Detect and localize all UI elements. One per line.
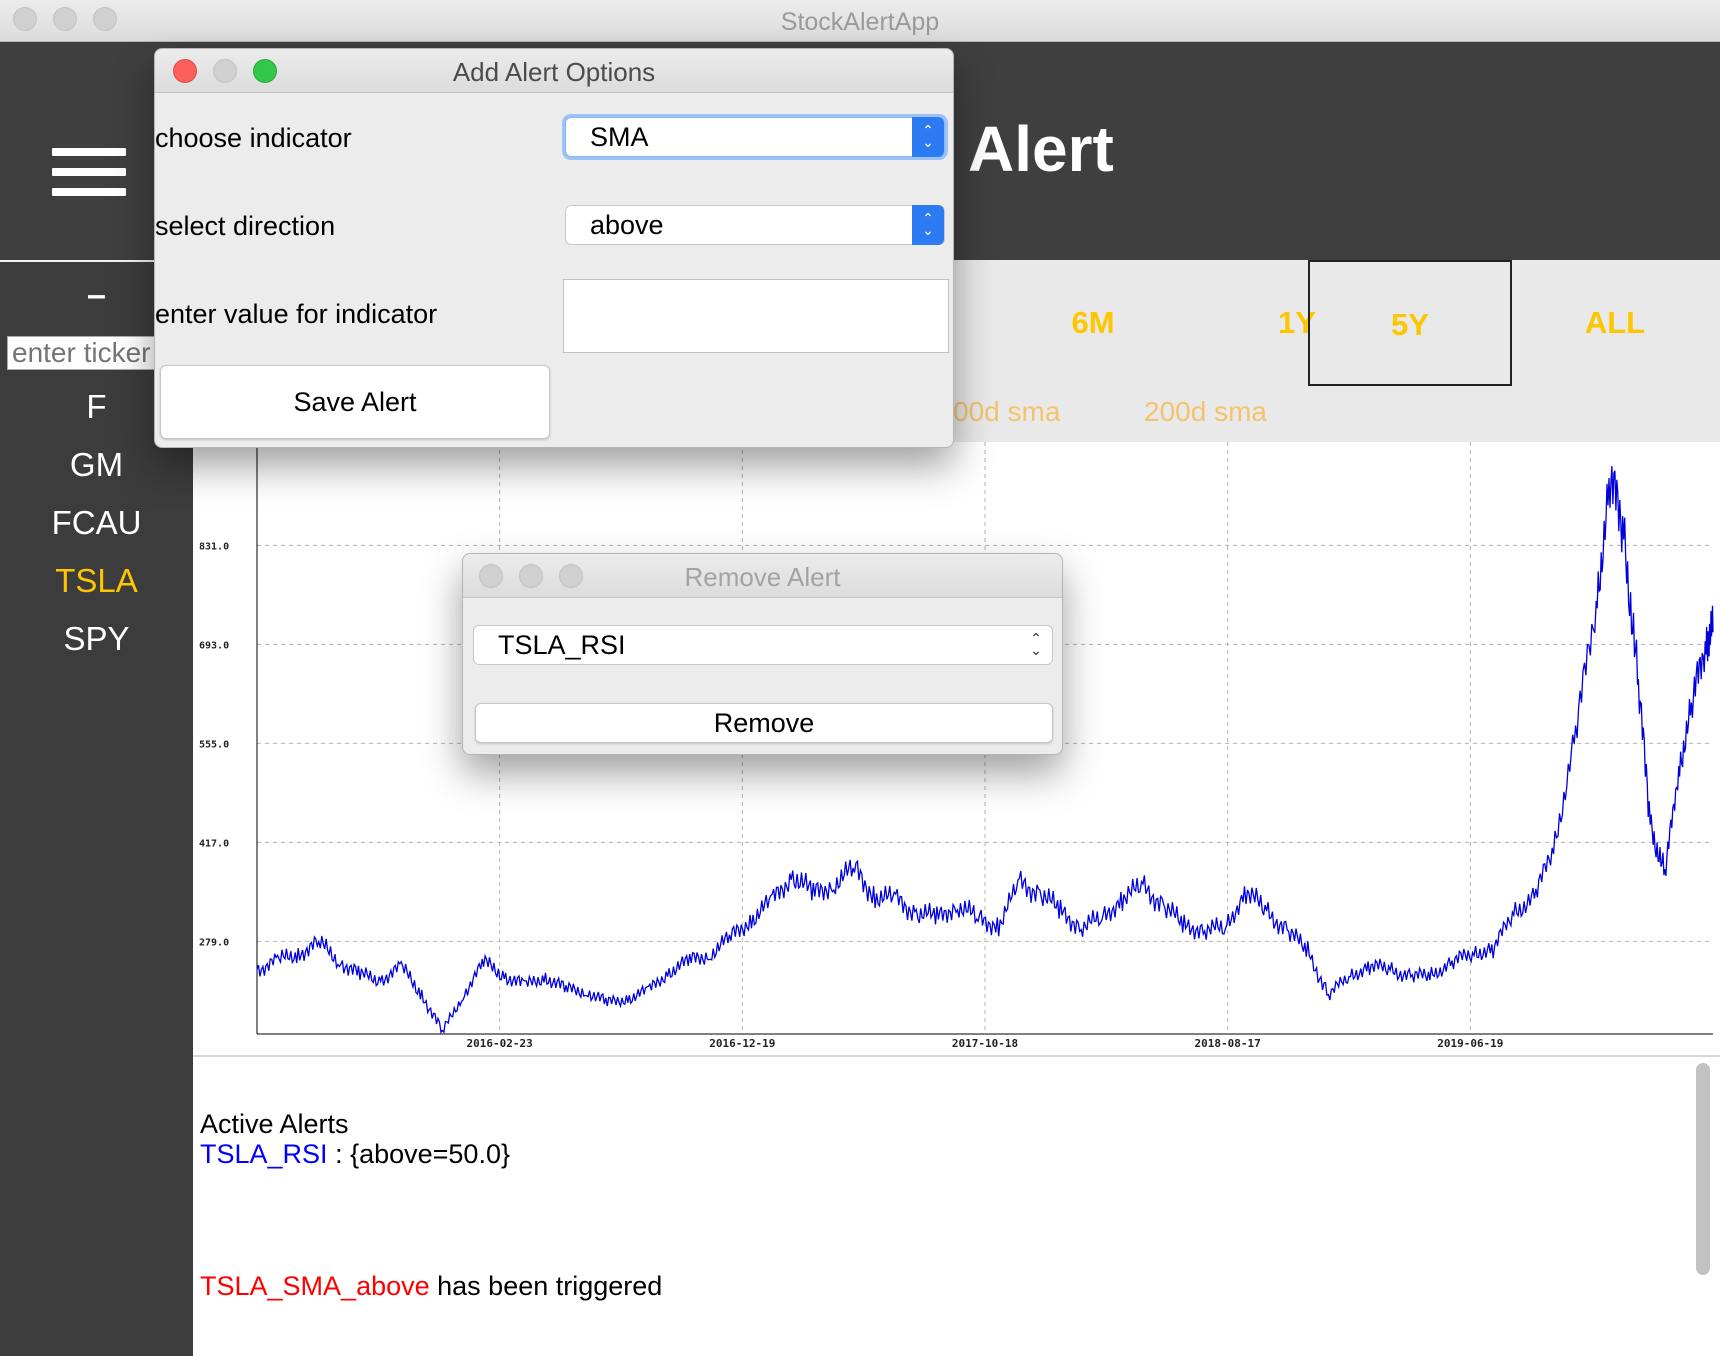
zoom-window-icon[interactable] [93, 7, 117, 31]
remove-alert-select-value: TSLA_RSI [498, 630, 626, 660]
chart-divider [193, 1055, 1720, 1057]
y-tick-label: 555.0 [199, 739, 229, 750]
indicator-select-value: SMA [590, 122, 649, 152]
minimize-dialog-icon[interactable] [519, 564, 543, 588]
app-title: Alert [968, 113, 1114, 185]
active-alert-detail: : {above=50.0} [327, 1139, 510, 1169]
add-alert-titlebar: Add Alert Options [155, 49, 953, 93]
minimize-window-icon[interactable] [53, 7, 77, 31]
indicator-value-label: enter value for indicator [155, 299, 438, 329]
ticker-item-spy[interactable]: SPY [63, 620, 130, 657]
x-tick-label: 2016-02-23 [467, 1037, 533, 1050]
indicator-select[interactable]: SMA ⌃ ⌄ [565, 117, 945, 157]
select-stepper-icon: ⌃ ⌄ [912, 117, 944, 157]
remove-button[interactable]: Remove [475, 703, 1053, 743]
zoom-dialog-icon[interactable] [253, 59, 277, 83]
active-alerts-heading: Active Alerts [200, 1109, 349, 1139]
ticker-sidebar: – F GM FCAU TSLA SPY [0, 260, 193, 1356]
active-alert-row: TSLA_RSI : {above=50.0} [200, 1139, 510, 1170]
remove-alert-dialog: Remove Alert TSLA_RSI ⌃ ⌄ Remove [462, 553, 1063, 755]
alerts-scrollbar[interactable] [1696, 1063, 1710, 1275]
add-alert-dialog: Add Alert Options choose indicator SMA ⌃… [154, 48, 954, 448]
window-title: StockAlertApp [780, 8, 940, 36]
range-6m-button[interactable]: 6M [1071, 305, 1115, 340]
y-tick-label: 831.0 [199, 541, 229, 552]
ticker-input[interactable] [7, 336, 177, 370]
direction-select-value: above [590, 210, 664, 240]
y-tick-label: 279.0 [199, 937, 229, 948]
ticker-item-tsla[interactable]: TSLA [55, 562, 138, 599]
ticker-item-fcau[interactable]: FCAU [51, 504, 142, 541]
close-window-icon[interactable] [13, 7, 37, 31]
ticker-item-gm[interactable]: GM [69, 446, 124, 483]
sma-toggle-short[interactable]: 00d sma [953, 396, 1061, 427]
x-tick-label: 2019-06-19 [1437, 1037, 1503, 1050]
x-tick-label: 2017-10-18 [952, 1037, 1018, 1050]
range-5y-button[interactable]: 5Y [1308, 260, 1512, 386]
close-dialog-icon[interactable] [173, 59, 197, 83]
save-alert-button[interactable]: Save Alert [160, 365, 550, 439]
y-tick-label: 417.0 [199, 838, 229, 849]
remove-alert-select[interactable]: TSLA_RSI ⌃ ⌄ [473, 625, 1053, 665]
x-tick-label: 2018-08-17 [1195, 1037, 1261, 1050]
direction-label: select direction [155, 211, 336, 241]
y-tick-label: 693.0 [199, 640, 229, 651]
sma-toggle-200d[interactable]: 200d sma [1144, 396, 1267, 427]
indicator-label: choose indicator [155, 123, 352, 153]
ticker-item-f[interactable]: F [86, 388, 107, 425]
window-titlebar: StockAlertApp [0, 0, 1720, 42]
direction-select[interactable]: above ⌃ ⌄ [565, 205, 945, 245]
select-stepper-icon: ⌃ ⌄ [1030, 630, 1042, 658]
range-all-button[interactable]: ALL [1584, 305, 1646, 340]
minimize-dialog-icon[interactable] [213, 59, 237, 83]
hamburger-icon[interactable] [52, 148, 126, 196]
active-alert-name: TSLA_RSI [200, 1139, 328, 1169]
triggered-alert-row: TSLA_SMA_above has been triggered [200, 1271, 662, 1302]
add-alert-title: Add Alert Options [452, 57, 656, 87]
indicator-value-input[interactable] [563, 279, 949, 353]
collapse-sidebar-button[interactable]: – [87, 276, 106, 314]
alerts-panel: Active Alerts TSLA_RSI : {above=50.0} TS… [193, 1057, 1720, 1356]
x-tick-label: 2016-12-19 [709, 1037, 775, 1050]
remove-alert-titlebar: Remove Alert [463, 554, 1062, 598]
triggered-alert-name: TSLA_SMA_above [200, 1271, 430, 1301]
close-dialog-icon[interactable] [479, 564, 503, 588]
select-stepper-icon: ⌃ ⌄ [912, 205, 944, 245]
remove-alert-title: Remove Alert [684, 562, 841, 592]
zoom-dialog-icon[interactable] [559, 564, 583, 588]
price-series-line [256, 466, 1714, 1034]
triggered-alert-message: has been triggered [429, 1271, 663, 1301]
